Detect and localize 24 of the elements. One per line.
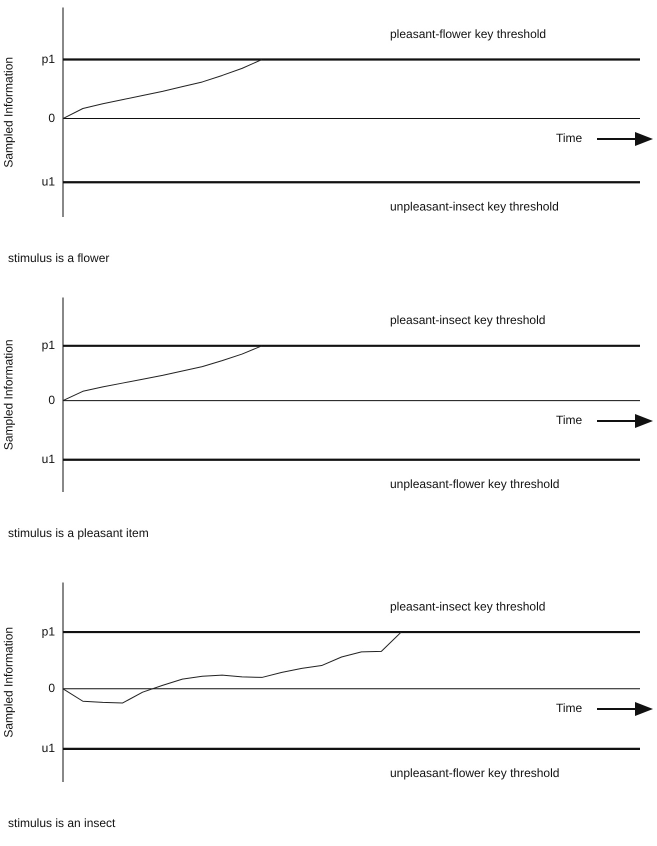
- text: stimulus is a pleasant item: [8, 526, 150, 540]
- annotation: unpleasant-flower key threshold: [390, 766, 560, 780]
- x-axis-title: Time: [556, 130, 583, 145]
- ref-line-label: p1: [42, 338, 56, 352]
- x-axis-title: Time: [556, 412, 583, 427]
- annotation: pleasant-insect key threshold: [390, 599, 546, 614]
- ref-line-label: p1: [42, 624, 56, 638]
- annotation: pleasant-flower key threshold: [390, 26, 546, 41]
- annotation: unpleasant-flower key threshold: [390, 477, 560, 492]
- ref-line-label: 0: [48, 110, 56, 125]
- ref-line-label: 0: [48, 392, 56, 407]
- ref-line-label: u1: [42, 452, 56, 466]
- annotation: unpleasant-insect key threshold: [390, 200, 559, 214]
- ref-line-label: u1: [42, 741, 56, 756]
- ref-line-label: 0: [48, 681, 56, 696]
- annotation: pleasant-insect key threshold: [390, 313, 546, 328]
- ref-line-label: u1: [42, 174, 56, 189]
- x-axis-title: Time: [556, 701, 583, 716]
- text: stimulus is a flower: [8, 251, 110, 265]
- y-axis-title: Sampled Information: [2, 56, 16, 168]
- ref-line-label: p1: [42, 52, 56, 66]
- y-axis-title: Sampled Information: [2, 626, 16, 738]
- y-axis-title: Sampled Information: [2, 339, 16, 450]
- text: stimulus is an insect: [8, 816, 116, 830]
